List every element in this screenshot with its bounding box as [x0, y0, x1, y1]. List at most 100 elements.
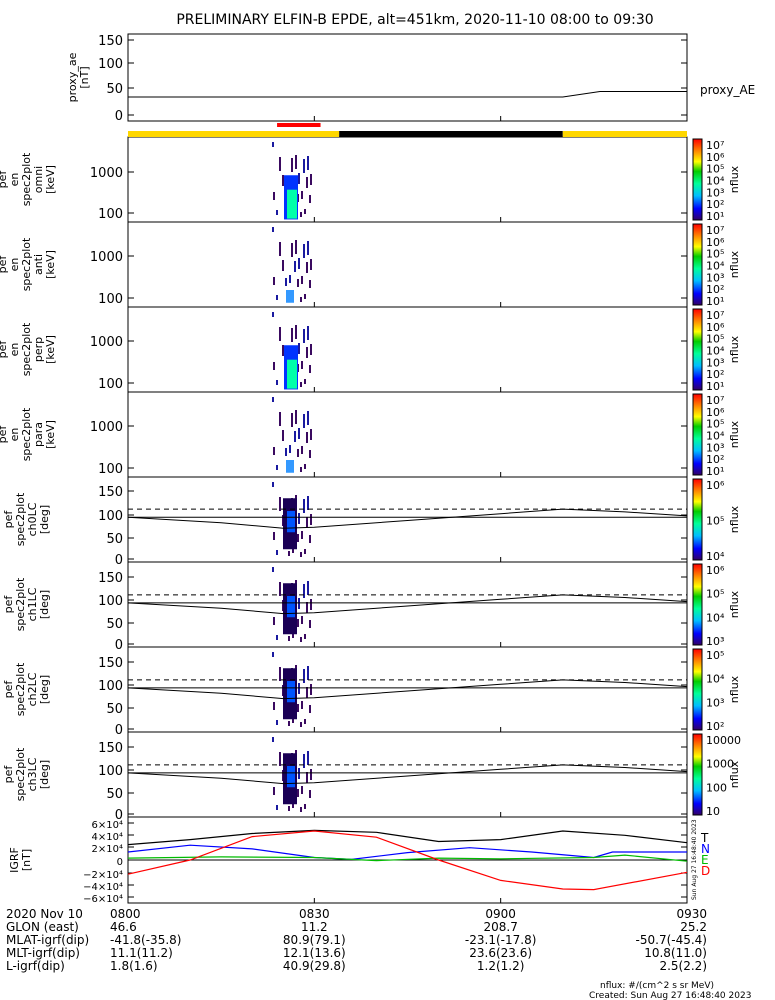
spectrogram-pixel [301, 701, 303, 709]
spectrogram-pixel [304, 804, 306, 809]
footer-value: 11.2 [301, 920, 328, 934]
spectrogram-pixel [276, 550, 278, 555]
spectrogram-pixel [282, 260, 284, 271]
spectrogram-pixel [298, 513, 300, 524]
colorbar-tick-label: 10⁷ [706, 394, 724, 407]
spectrogram-pixel [307, 581, 309, 595]
spectrogram-core [287, 596, 295, 618]
spectrogram-pixel [295, 240, 297, 254]
colorbar [692, 478, 703, 561]
spectrogram-pixel [301, 361, 303, 369]
status-bar [128, 123, 687, 137]
spectrogram-pixel [300, 807, 302, 812]
colorbar-tick-label: 10⁵ [706, 248, 724, 261]
colorbar-tick-label: 10⁶ [706, 151, 725, 164]
colorbar-tick-label: 10 [706, 805, 720, 818]
panel-ch0LC: 150 100 50 0 elbpefspec2plotch0LC[deg] 10⁶ 10⁵… [0, 476, 741, 568]
colorbar-label: nflux [728, 675, 741, 703]
colorbar-tick-label: 10³ [706, 186, 724, 199]
spectrogram-pixel [301, 191, 303, 199]
footer-value: 40.9(29.8) [283, 959, 346, 973]
spectrogram-pixel [279, 412, 281, 426]
spectrogram-pixel [282, 430, 284, 441]
spectrogram-pixel [288, 551, 290, 556]
spectrogram-pixel [306, 432, 308, 443]
colorbar-tick-label: 10000 [706, 734, 741, 747]
spectrogram-pixel [288, 636, 290, 641]
y-tick-label: 150 [98, 656, 123, 671]
spectrogram-pixel [300, 637, 302, 642]
loss-cone-trace [127, 764, 688, 785]
colorbar-label: nflux [728, 760, 741, 788]
panel-frame [127, 646, 688, 733]
spectrogram-pixel [307, 751, 309, 765]
panel-proxy_ae: 150 100 50 0 proxy_ae[nT] proxy_AE [66, 33, 755, 124]
colorbar-tick-label: 10⁴ [706, 175, 725, 188]
y-tick-label: 50 [106, 532, 123, 547]
spectrogram-pixel [298, 173, 300, 184]
igrf-series-T [127, 829, 688, 846]
y-axis-label: elbpefspec2plotch3LC[deg] [0, 747, 51, 801]
footer-row-label: MLT-igrf(dip) [6, 946, 80, 960]
spectrogram-pixel [301, 616, 303, 624]
igrf-legend-E: E [701, 853, 709, 867]
spectrogram-pixel [285, 278, 287, 286]
y-tick-label: 50 [106, 82, 123, 97]
y-tick-label: 1000 [90, 420, 123, 435]
spectrogram-pixel [310, 769, 312, 780]
panel-perp: 1000100elbpefenspec2plotperp[keV]10⁷10⁶1… [0, 306, 741, 393]
spectrogram-pixel [272, 312, 274, 317]
panel-para: 1000100elbpefenspec2plotpara[keV]10⁷10⁶1… [0, 391, 741, 478]
panel-ch3LC: 150 100 50 0 elbpefspec2plotch3LC[deg] 10000 1… [0, 731, 741, 823]
spectrogram-pixel [307, 411, 309, 425]
spectrogram-pixel [300, 297, 302, 302]
proxy-ae-line [128, 91, 687, 98]
footer-row-label: MLAT-igrf(dip) [6, 933, 89, 947]
footer-row-label: 2020 Nov 10 [6, 907, 83, 921]
igrf-legend-D: D [701, 864, 710, 878]
spectrogram-pixel [304, 294, 306, 299]
footer-value: 208.7 [483, 920, 517, 934]
colorbar-tick-label: 10² [706, 283, 724, 296]
spectrogram-pixel [297, 279, 299, 287]
footer-value: 25.2 [680, 920, 707, 934]
y-tick-label: 100 [98, 679, 123, 694]
colorbar-tick-label: 10² [706, 453, 724, 466]
colorbar-tick-label: 10⁴ [706, 550, 725, 563]
spectrogram-pixel [310, 344, 312, 355]
spectrogram-pixel [309, 705, 311, 713]
igrf-side-stamp: Sun Aug 27 16:48:40 2023 [691, 819, 698, 900]
spectrogram-pixel [273, 277, 275, 285]
spectrogram-pixel [272, 737, 274, 742]
x-tick-label: 0800 [110, 907, 141, 921]
spectrogram-pixel [279, 327, 281, 341]
spectrogram-pixel [309, 280, 311, 288]
spectrogram-pixel [285, 448, 287, 456]
colorbar-tick-label: 10³ [706, 271, 724, 284]
spectrogram-pixel [306, 687, 308, 698]
y-axis-label: elbpefenspec2plotomni[keV] [0, 152, 57, 206]
spectrogram-pixel [289, 275, 291, 283]
colorbar-tick-label: 10⁵ [706, 163, 724, 176]
colorbar-tick-label: 10³ [706, 356, 724, 369]
panel-frame [127, 561, 688, 648]
colorbar-tick-label: 10⁴ [706, 345, 725, 358]
spectrogram-pixel [301, 276, 303, 284]
footer-value: 10.8(11.0) [644, 946, 707, 960]
y-axis-label: elbpefenspec2plotpara[keV] [0, 407, 57, 461]
y-tick-label: 100 [98, 377, 123, 392]
spectrogram-pixel [272, 227, 274, 232]
y-tick-label: 2×10⁴ [92, 844, 123, 855]
spectrogram-pixel [310, 429, 312, 440]
igrf-series-N [127, 844, 687, 861]
colorbar [692, 648, 703, 731]
colorbar-tick-label: 10² [706, 720, 724, 733]
colorbar [692, 393, 703, 476]
spectrogram-pixel [301, 786, 303, 794]
spectrogram-pixel [298, 768, 300, 779]
y-tick-label: 0 [117, 857, 123, 868]
colorbar-tick-label: 10⁶ [706, 236, 725, 249]
spectrogram-pixel [279, 582, 281, 596]
y-tick-label: 4×10⁴ [92, 832, 123, 843]
colorbar-tick-label: 10⁵ [706, 649, 724, 662]
